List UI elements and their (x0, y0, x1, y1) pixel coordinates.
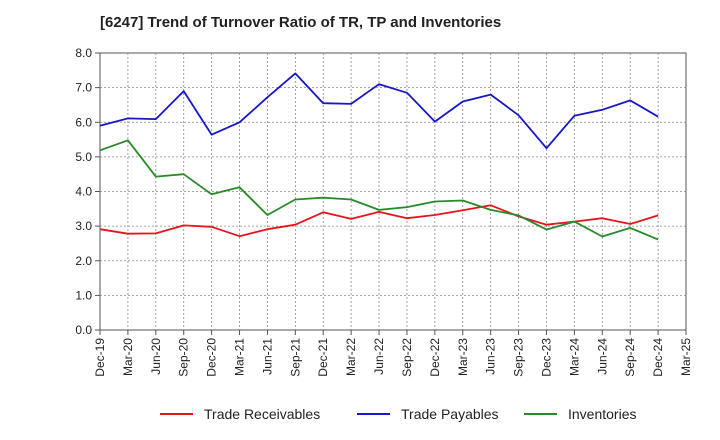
x-tick-label: Dec-20 (205, 338, 219, 377)
series-line-trade-payables (99, 72, 659, 150)
x-tick-label: Jun-23 (484, 338, 498, 375)
legend-label-inventories: Inventories (568, 406, 636, 422)
series-lines (99, 72, 659, 241)
y-axis: 0.0 1.0 2.0 3.0 4.0 5.0 6.0 7.0 8.0 (75, 46, 100, 337)
y-tick-label: 8.0 (75, 46, 92, 60)
y-tick-label: 5.0 (75, 150, 92, 164)
x-tick-label: Mar-20 (121, 338, 135, 376)
x-tick-label: Jun-20 (149, 338, 163, 375)
x-axis: Dec-19 Mar-20 Jun-20 Sep-20 Dec-20 Mar-21 Jun-… (93, 330, 693, 377)
x-tick-label: Dec-19 (93, 338, 107, 377)
y-tick-label: 0.0 (75, 323, 92, 337)
x-tick-label: Dec-22 (428, 338, 442, 377)
x-tick-label: Mar-22 (344, 338, 358, 376)
x-tick-label: Sep-24 (623, 338, 637, 377)
y-tick-label: 1.0 (75, 288, 92, 302)
x-tick-label: Dec-24 (651, 338, 665, 377)
y-tick-label: 7.0 (75, 81, 92, 95)
x-tick-label: Mar-23 (456, 338, 470, 376)
legend-label-trade-receivables: Trade Receivables (204, 406, 320, 422)
y-tick-label: 2.0 (75, 254, 92, 268)
chart-title: [6247] Trend of Turnover Ratio of TR, TP… (100, 14, 502, 31)
x-tick-label: Mar-25 (679, 338, 693, 376)
x-tick-label: Jun-24 (595, 338, 609, 375)
legend: Trade Receivables Trade Payables Inventori… (160, 406, 636, 422)
series-line-inventories (99, 139, 659, 241)
x-tick-label: Sep-20 (177, 338, 191, 377)
series-line-trade-receivables (99, 204, 659, 238)
x-tick-label: Dec-23 (539, 338, 553, 377)
x-tick-label: Jun-22 (372, 338, 386, 375)
y-tick-label: 3.0 (75, 219, 92, 233)
x-tick-label: Sep-22 (400, 338, 414, 377)
y-tick-label: 4.0 (75, 185, 92, 199)
x-tick-label: Mar-21 (233, 338, 247, 376)
x-tick-label: Jun-21 (260, 338, 274, 375)
x-tick-label: Dec-21 (316, 338, 330, 377)
y-tick-label: 6.0 (75, 115, 92, 129)
x-tick-label: Mar-24 (567, 338, 581, 376)
x-tick-label: Sep-21 (288, 338, 302, 377)
x-tick-label: Sep-23 (512, 338, 526, 377)
legend-label-trade-payables: Trade Payables (401, 406, 499, 422)
